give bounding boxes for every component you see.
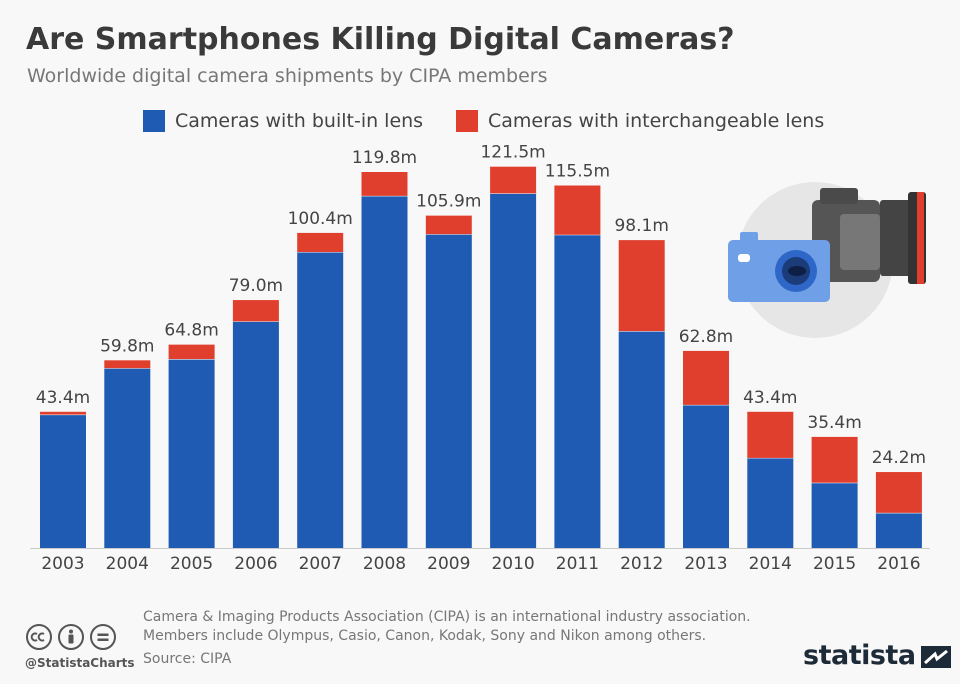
statista-logo-icon <box>920 646 951 668</box>
statista-logo[interactable]: statista <box>803 640 951 671</box>
legend-swatch-builtin <box>143 110 165 132</box>
cc-icon <box>26 624 52 650</box>
chart-title: Are Smartphones Killing Digital Cameras? <box>26 22 735 57</box>
bar-interchangeable-lens[interactable] <box>811 436 858 483</box>
x-tick-label: 2006 <box>234 554 277 574</box>
bar-interchangeable-lens[interactable] <box>683 350 729 405</box>
bar-interchangeable-lens[interactable] <box>104 360 151 369</box>
bar-total-label: 43.4m <box>36 388 90 408</box>
license-icons <box>25 623 117 651</box>
bar-builtin-lens[interactable] <box>683 404 729 548</box>
bar-builtin-lens[interactable] <box>554 234 601 548</box>
bar-total-label: 121.5m <box>480 143 545 163</box>
bar-total-label: 59.8m <box>100 336 154 356</box>
x-tick-label: 2009 <box>427 554 470 574</box>
bar-builtin-lens[interactable] <box>40 414 86 548</box>
bar-total-label: 115.5m <box>545 162 610 182</box>
bar-total-label: 24.2m <box>872 448 926 468</box>
bar-builtin-lens[interactable] <box>361 195 408 548</box>
bar-interchangeable-lens[interactable] <box>875 472 922 513</box>
x-tick-label: 2008 <box>363 554 406 574</box>
bar-builtin-lens[interactable] <box>875 512 922 548</box>
bar-interchangeable-lens[interactable] <box>554 185 601 235</box>
x-tick-label: 2014 <box>749 554 792 574</box>
bar-total-label: 105.9m <box>416 192 481 212</box>
x-tick-label: 2004 <box>106 554 149 574</box>
camera-illustration-icon <box>728 182 926 338</box>
x-tick-label: 2005 <box>170 554 213 574</box>
bar-interchangeable-lens[interactable] <box>361 172 408 196</box>
footer-note: Camera & Imaging Products Association (C… <box>143 608 751 646</box>
bar-chart: 43.4m 2003 59.8m 2004 64.8m 2005 79.0m 2006 100.… <box>30 143 930 574</box>
bar-interchangeable-lens[interactable] <box>618 240 665 332</box>
bar-total-label: 35.4m <box>807 413 861 433</box>
bar-total-label: 43.4m <box>743 388 797 408</box>
bar-builtin-lens[interactable] <box>618 331 665 548</box>
nd-icon <box>90 624 116 650</box>
x-tick-label: 2012 <box>620 554 663 574</box>
bar-builtin-lens[interactable] <box>104 368 151 548</box>
bar-interchangeable-lens[interactable] <box>40 411 86 415</box>
footer-note-line-2: Members include Olympus, Casio, Canon, K… <box>143 628 707 644</box>
bar-builtin-lens[interactable] <box>168 359 215 548</box>
bar-interchangeable-lens[interactable] <box>747 411 794 458</box>
bar-interchangeable-lens[interactable] <box>168 344 215 360</box>
x-tick-label: 2003 <box>41 554 84 574</box>
chart-legend: Cameras with built-in lens Cameras with … <box>0 110 960 138</box>
footer-source: Source: CIPA <box>143 651 232 667</box>
bar-total-label: 79.0m <box>229 276 283 296</box>
chart-subtitle: Worldwide digital camera shipments by CI… <box>27 65 548 87</box>
bar-builtin-lens[interactable] <box>232 321 279 548</box>
bar-builtin-lens[interactable] <box>811 482 858 548</box>
statista-handle: @StatistaCharts <box>25 656 135 670</box>
bar-builtin-lens[interactable] <box>297 252 344 548</box>
x-tick-label: 2013 <box>684 554 727 574</box>
by-icon <box>58 624 84 650</box>
footer-note-line-1: Camera & Imaging Products Association (C… <box>143 609 751 625</box>
legend-item-interchangeable: Cameras with interchangeable lens <box>456 110 824 132</box>
x-tick-label: 2016 <box>877 554 920 574</box>
bar-total-label: 98.1m <box>614 216 668 236</box>
statista-logo-text: statista <box>803 640 916 671</box>
bar-total-label: 62.8m <box>679 327 733 347</box>
bar-builtin-lens[interactable] <box>747 457 794 548</box>
bar-interchangeable-lens[interactable] <box>297 232 344 253</box>
legend-label-interchangeable: Cameras with interchangeable lens <box>488 110 825 132</box>
x-tick-label: 2007 <box>299 554 342 574</box>
x-tick-label: 2015 <box>813 554 856 574</box>
bar-interchangeable-lens[interactable] <box>490 166 537 194</box>
x-tick-label: 2011 <box>556 554 599 574</box>
bar-builtin-lens[interactable] <box>490 193 537 548</box>
x-tick-label: 2010 <box>491 554 534 574</box>
legend-swatch-interchangeable <box>456 110 478 132</box>
bar-builtin-lens[interactable] <box>425 234 472 548</box>
bar-total-label: 64.8m <box>164 321 218 341</box>
bar-interchangeable-lens[interactable] <box>425 215 472 235</box>
legend-item-builtin: Cameras with built-in lens <box>143 110 423 132</box>
legend-label-builtin: Cameras with built-in lens <box>175 110 424 132</box>
bar-interchangeable-lens[interactable] <box>232 300 279 322</box>
bar-total-label: 100.4m <box>288 209 353 229</box>
bar-total-label: 119.8m <box>352 148 417 168</box>
